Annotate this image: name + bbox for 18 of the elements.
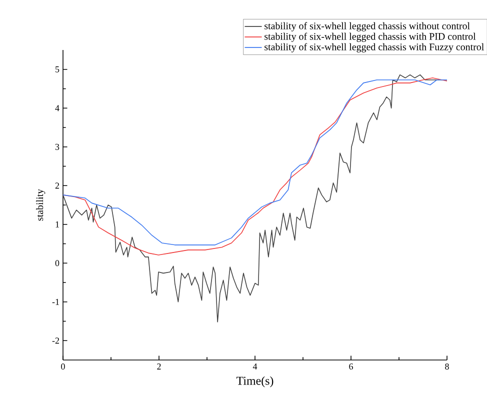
y-tick-label: 5	[56, 66, 60, 72]
x-tick-label: 8	[445, 364, 449, 370]
y-tick-label: 1	[56, 221, 59, 228]
legend-label: stability of six-whell legged chassis with Fuzzy control	[264, 43, 484, 52]
y-tick-label: 3	[55, 144, 60, 150]
y-tick-label: 4	[55, 105, 60, 112]
x-axis-title: Time(s)	[236, 376, 274, 388]
y-tick-label: 0	[55, 260, 60, 266]
x-tick-label: 0	[61, 364, 65, 370]
x-tick-label: 2	[157, 364, 161, 370]
x-tick-label: 6	[349, 364, 353, 370]
legend-label: stability of six-whell legged chassis without control	[264, 22, 470, 32]
x-tick-label: 4	[252, 364, 258, 370]
legend-label: stability of six-whell legged chassis with PID control	[264, 32, 476, 42]
y-tick-label: -1	[52, 298, 59, 305]
y-tick-label: -2	[52, 338, 59, 344]
y-axis-title: stability	[36, 188, 46, 221]
y-tick-label: 2	[55, 182, 59, 189]
